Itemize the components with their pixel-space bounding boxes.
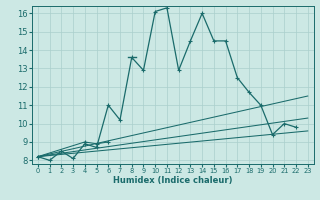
X-axis label: Humidex (Indice chaleur): Humidex (Indice chaleur) (113, 176, 233, 185)
